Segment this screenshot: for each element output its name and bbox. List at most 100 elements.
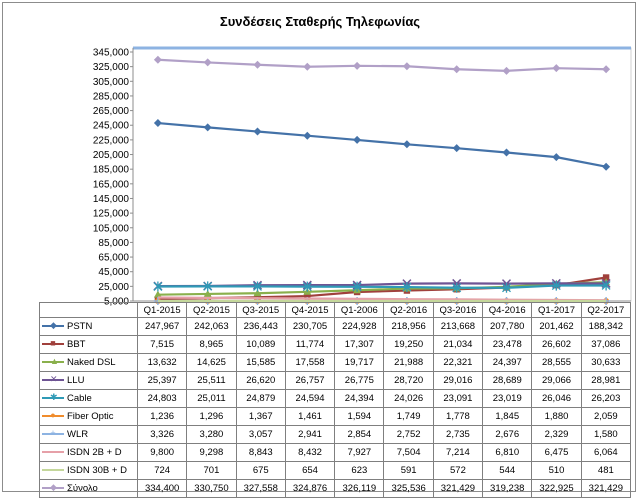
x-category-label: Q2-2015 [186,302,237,318]
legend-label: Cable [67,392,92,404]
data-label: 326,119 [334,479,385,498]
data-point [602,65,611,74]
series-pstn [153,119,611,171]
data-point [602,274,610,281]
data-label: 7,214 [432,443,484,462]
table-corner [39,302,138,318]
table-row: ◆ PSTN 247,967 242,063 236,443 230,705 224,928… [39,317,632,336]
y-tick-label: 105,000 [93,223,130,234]
table-row: ■ BBT 7,515 8,965 10,089 11,774 17,307 19,250 21… [39,335,632,354]
data-label: 26,602 [531,335,582,354]
data-label: 1,778 [432,407,484,426]
data-label: 2,059 [580,407,632,426]
legend-label: LLU [67,374,85,386]
data-label: 3,326 [136,425,188,444]
table-row: + WLR 3,326 3,280 3,057 2,941 2,854 2,752 2,735 2… [39,425,632,444]
data-label: 26,046 [531,389,582,408]
data-label: 17,307 [334,335,385,354]
data-label: 224,928 [334,317,385,336]
data-label: 25,011 [186,389,237,408]
data-label: 2,676 [482,425,533,444]
data-point [353,135,362,144]
data-point [402,282,412,293]
data-label: 2,752 [383,425,434,444]
legend-label: BBT [67,338,86,350]
data-point [452,65,461,74]
legend-swatch [42,448,64,456]
x-category-label: Q1-2006 [334,302,385,318]
data-point [303,62,312,71]
data-label: 544 [482,461,533,480]
data-point [551,280,561,291]
data-label: 26,775 [334,371,385,390]
data-label: 1,880 [531,407,582,426]
data-point [153,119,162,128]
data-label: 321,429 [580,479,632,498]
data-label: 21,988 [383,353,434,372]
data-point [203,58,212,67]
chart-title: Συνδέσεις Σταθερής Τηλεφωνίας [219,14,421,29]
data-label: 230,705 [284,317,336,336]
series-line [157,121,607,168]
data-label: 2,854 [334,425,385,444]
data-label: 207,780 [482,317,533,336]
legend-entry: ISDN 30B + D [39,461,138,480]
x-category-label: Q3-2016 [432,302,484,318]
data-point [552,64,561,73]
data-point [304,292,311,300]
data-label: 19,250 [383,335,434,354]
data-label: 481 [580,461,632,480]
y-tick-label: 225,000 [93,135,130,146]
data-point [302,281,312,292]
y-tick-label: 205,000 [93,150,130,161]
data-point [402,62,411,71]
y-tick-label: 125,000 [93,209,130,220]
legend-label: Naked DSL [67,356,116,368]
table-row: ISDN 2B + D 9,800 9,298 8,843 8,432 7,927 7,50… [39,443,632,462]
y-tick-label: 145,000 [93,194,130,205]
data-label: 23,478 [482,335,533,354]
data-point [303,131,312,140]
legend-swatch: + [42,429,64,438]
data-point [352,281,362,292]
data-label: 24,594 [284,389,336,408]
y-tick-label: 265,000 [93,106,130,117]
data-point [602,162,611,171]
data-label: 7,504 [383,443,434,462]
data-label: 188,342 [580,317,632,336]
data-label: 2,735 [432,425,484,444]
data-label: 21,034 [432,335,484,354]
x-category-label: Q2-2016 [383,302,434,318]
legend-entry: ◆ PSTN [39,317,138,336]
data-label: 6,810 [482,443,533,462]
data-label: 30,633 [580,353,632,372]
y-tick-label: 65,000 [98,253,129,264]
data-label: 330,750 [186,479,237,498]
data-label: 26,620 [235,371,286,390]
legend-label: ISDN 2B + D [67,446,122,458]
table-row: ✕ LLU 25,397 25,511 26,620 26,757 26,775 28,720… [39,371,632,390]
data-label: 26,757 [284,371,336,390]
data-label: 236,443 [235,317,286,336]
y-tick-label: 245,000 [93,121,130,132]
data-label: 591 [383,461,434,480]
data-label: 9,298 [186,443,237,462]
data-label: 1,845 [482,407,533,426]
data-label: 15,585 [235,353,286,372]
data-point [153,290,162,298]
legend-entry: ISDN 2B + D [39,443,138,462]
data-label: 6,475 [531,443,582,462]
data-label: 23,091 [432,389,484,408]
data-point [502,66,511,75]
data-label: 8,432 [284,443,336,462]
x-category-label: Q4-2016 [482,302,533,318]
data-label: 1,749 [383,407,434,426]
data-point [253,289,262,297]
data-label: 7,927 [334,443,385,462]
legend-entry: + WLR [39,425,138,444]
legend-swatch [42,466,64,474]
data-label: 29,066 [531,371,582,390]
data-label: 26,203 [580,389,632,408]
table-row: ▲ Naked DSL 13,632 14,625 15,585 17,558 19,717… [39,353,632,372]
